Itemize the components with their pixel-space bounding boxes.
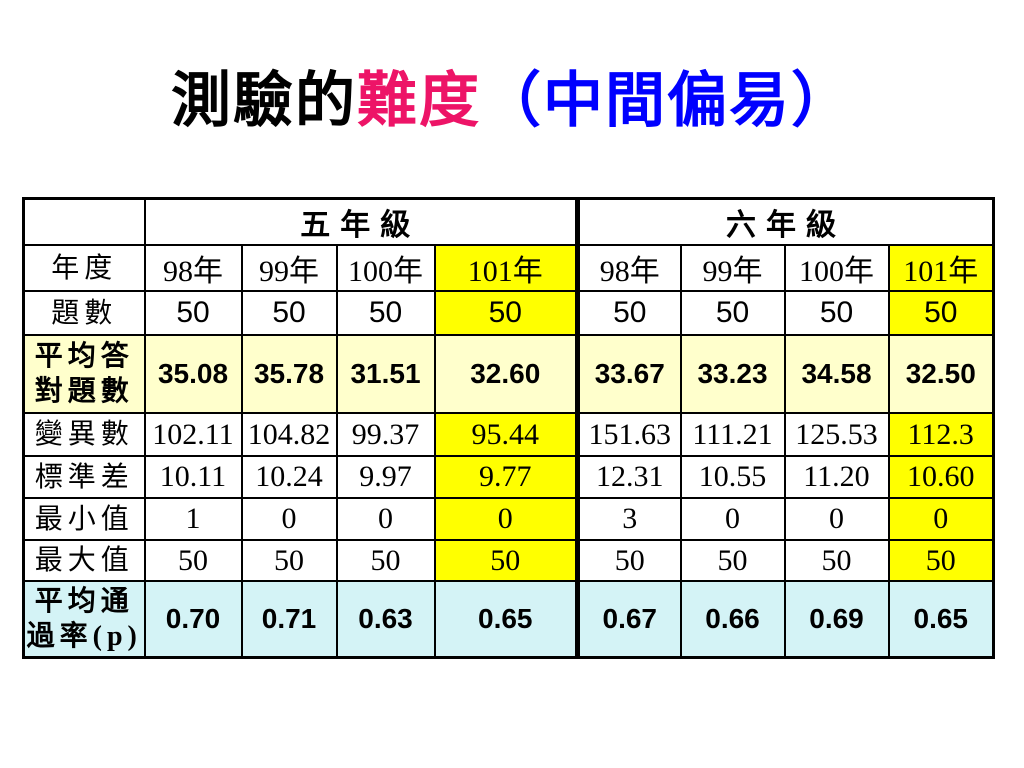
statistics-table: 五年級 六年級 年度 98年 99年 100年 101年 98年 99年 100… <box>22 197 995 659</box>
cell: 50 <box>143 290 243 336</box>
table-row-avg-correct: 平均答 對題數 35.08 35.78 31.51 32.60 33.67 33… <box>22 334 995 414</box>
cell: 1 <box>143 497 243 541</box>
group-header-grade5: 五年級 <box>143 197 579 246</box>
cell: 0 <box>240 497 338 541</box>
page-title: 測驗的難度（中間偏易） <box>0 52 1024 139</box>
cell: 50 <box>679 290 786 336</box>
title-segment-black: 測驗的 <box>171 68 357 134</box>
row-label: 最小值 <box>22 497 146 541</box>
cell-highlighted: 0.65 <box>887 580 995 658</box>
cell: 50 <box>143 539 243 582</box>
cell: 35.78 <box>240 334 338 414</box>
cell: 3 <box>575 497 682 541</box>
table-row-std-dev: 標準差 10.11 10.24 9.97 9.77 12.31 10.55 11… <box>22 455 995 499</box>
cell-highlighted: 0.65 <box>433 580 579 658</box>
cell: 50 <box>679 539 786 582</box>
cell-highlighted: 112.3 <box>887 412 995 457</box>
cell: 50 <box>240 539 338 582</box>
cell-highlighted: 101年 <box>433 244 579 292</box>
cell: 12.31 <box>575 455 682 499</box>
cell-highlighted: 101年 <box>887 244 995 292</box>
cell: 0 <box>783 497 890 541</box>
row-label: 最大值 <box>22 539 146 582</box>
cell: 50 <box>783 290 890 336</box>
row-label: 標準差 <box>22 455 146 499</box>
table-row-minimum: 最小值 1 0 0 0 3 0 0 0 <box>22 497 995 541</box>
cell: 50 <box>240 290 338 336</box>
cell-highlighted: 0 <box>433 497 579 541</box>
cell: 33.23 <box>679 334 786 414</box>
row-label: 變異數 <box>22 412 146 457</box>
cell: 34.58 <box>783 334 890 414</box>
cell: 50 <box>335 539 436 582</box>
cell-highlighted: 95.44 <box>433 412 579 457</box>
group-header-grade6: 六年級 <box>575 197 995 246</box>
cell: 99年 <box>679 244 786 292</box>
cell: 0.67 <box>575 580 682 658</box>
cell: 33.67 <box>575 334 682 414</box>
cell: 99年 <box>240 244 338 292</box>
cell: 100年 <box>335 244 436 292</box>
cell-highlighted: 50 <box>433 290 579 336</box>
cell: 99.37 <box>335 412 436 457</box>
cell: 151.63 <box>575 412 682 457</box>
cell: 10.11 <box>143 455 243 499</box>
cell: 50 <box>575 290 682 336</box>
table-row-maximum: 最大值 50 50 50 50 50 50 50 50 <box>22 539 995 582</box>
cell-highlighted: 10.60 <box>887 455 995 499</box>
cell: 102.11 <box>143 412 243 457</box>
cell: 0.63 <box>335 580 436 658</box>
cell: 50 <box>335 290 436 336</box>
row-label: 平均答 對題數 <box>22 334 146 414</box>
cell: 32.50 <box>887 334 995 414</box>
cell: 98年 <box>575 244 682 292</box>
cell: 50 <box>783 539 890 582</box>
cell: 0.71 <box>240 580 338 658</box>
cell: 10.24 <box>240 455 338 499</box>
cell: 0.69 <box>783 580 890 658</box>
cell: 100年 <box>783 244 890 292</box>
row-label: 年度 <box>22 244 146 292</box>
title-segment-blue: （中間偏易） <box>481 68 853 134</box>
cell: 0.70 <box>143 580 243 658</box>
cell: 10.55 <box>679 455 786 499</box>
corner-cell <box>22 197 146 246</box>
cell: 125.53 <box>783 412 890 457</box>
cell: 98年 <box>143 244 243 292</box>
row-label: 平均通 過率(p) <box>22 580 146 658</box>
cell-highlighted: 9.77 <box>433 455 579 499</box>
cell-highlighted: 50 <box>887 539 995 582</box>
cell: 0.66 <box>679 580 786 658</box>
cell: 104.82 <box>240 412 338 457</box>
cell-highlighted: 50 <box>433 539 579 582</box>
cell-highlighted: 50 <box>887 290 995 336</box>
table-row-pass-rate: 平均通 過率(p) 0.70 0.71 0.63 0.65 0.67 0.66 … <box>22 580 995 658</box>
cell: 111.21 <box>679 412 786 457</box>
cell: 31.51 <box>335 334 436 414</box>
cell: 9.97 <box>335 455 436 499</box>
title-segment-pink: 難度 <box>357 68 481 134</box>
cell: 0 <box>335 497 436 541</box>
table-row-year: 年度 98年 99年 100年 101年 98年 99年 100年 101年 <box>22 244 995 292</box>
cell: 0 <box>679 497 786 541</box>
cell: 11.20 <box>783 455 890 499</box>
table-row-variance: 變異數 102.11 104.82 99.37 95.44 151.63 111… <box>22 412 995 457</box>
row-label: 題數 <box>22 290 146 336</box>
cell: 50 <box>575 539 682 582</box>
table-row-question-count: 題數 50 50 50 50 50 50 50 50 <box>22 290 995 336</box>
cell: 32.60 <box>433 334 579 414</box>
cell: 35.08 <box>143 334 243 414</box>
cell-highlighted: 0 <box>887 497 995 541</box>
table-row-group-header: 五年級 六年級 <box>22 197 995 246</box>
